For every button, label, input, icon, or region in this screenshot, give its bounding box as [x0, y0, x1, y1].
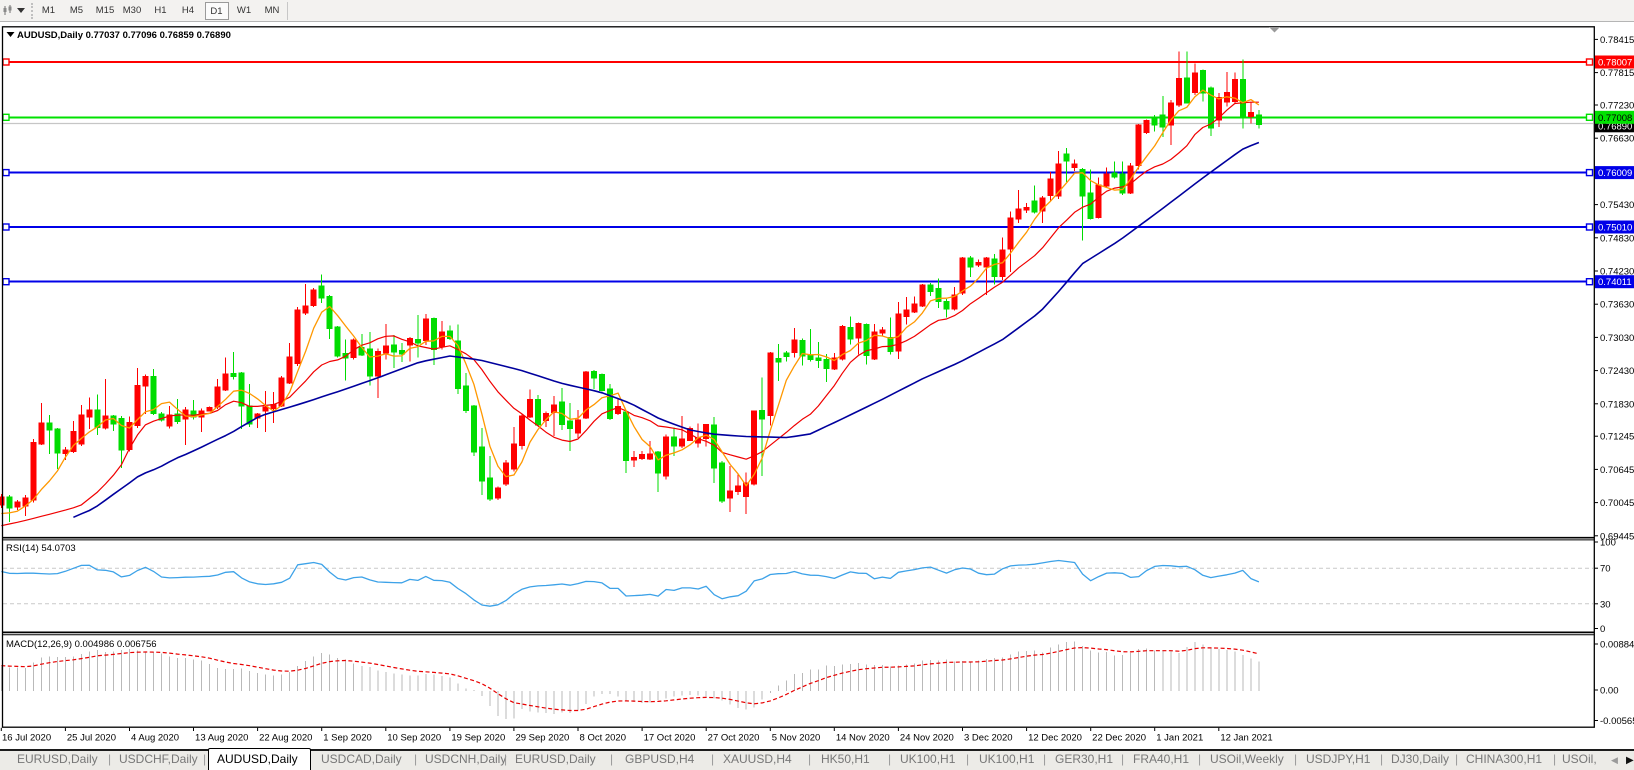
svg-text:0.71245: 0.71245 [1600, 432, 1634, 443]
svg-text:0.77008: 0.77008 [1598, 113, 1632, 124]
svg-text:5 Nov 2020: 5 Nov 2020 [772, 732, 821, 743]
svg-text:0.00884: 0.00884 [1600, 640, 1634, 651]
svg-text:10 Sep 2020: 10 Sep 2020 [387, 732, 441, 743]
svg-text:0: 0 [1600, 624, 1605, 635]
svg-text:0.77230: 0.77230 [1600, 101, 1634, 112]
svg-text:13 Aug 2020: 13 Aug 2020 [195, 732, 248, 743]
svg-text:0.77815: 0.77815 [1600, 68, 1634, 79]
svg-text:4 Aug 2020: 4 Aug 2020 [131, 732, 179, 743]
svg-text:22 Aug 2020: 22 Aug 2020 [259, 732, 312, 743]
svg-text:0.74830: 0.74830 [1600, 233, 1634, 244]
svg-text:1 Sep 2020: 1 Sep 2020 [323, 732, 372, 743]
svg-text:12 Dec 2020: 12 Dec 2020 [1028, 732, 1082, 743]
svg-text:0.73630: 0.73630 [1600, 300, 1634, 311]
svg-text:3 Dec 2020: 3 Dec 2020 [964, 732, 1013, 743]
svg-text:0.76890: 0.76890 [1598, 121, 1632, 132]
svg-text:14 Nov 2020: 14 Nov 2020 [836, 732, 890, 743]
svg-text:AUDUSD,Daily 0.77037 0.77096: AUDUSD,Daily 0.77037 0.77096 0.76859 0.7… [17, 30, 231, 41]
svg-text:0.78007: 0.78007 [1598, 58, 1632, 69]
svg-text:22 Dec 2020: 22 Dec 2020 [1092, 732, 1146, 743]
svg-text:24 Nov 2020: 24 Nov 2020 [900, 732, 954, 743]
svg-text:29 Sep 2020: 29 Sep 2020 [515, 732, 569, 743]
svg-text:17 Oct 2020: 17 Oct 2020 [644, 732, 696, 743]
svg-text:70: 70 [1600, 564, 1611, 575]
svg-text:0.72430: 0.72430 [1600, 366, 1634, 377]
svg-text:0.71830: 0.71830 [1600, 399, 1634, 410]
svg-text:0.75010: 0.75010 [1598, 223, 1632, 234]
svg-text:12 Jan 2021: 12 Jan 2021 [1220, 732, 1272, 743]
svg-text:0.69445: 0.69445 [1600, 531, 1634, 542]
svg-text:RSI(14) 54.0703: RSI(14) 54.0703 [6, 543, 76, 554]
svg-text:0.76009: 0.76009 [1598, 168, 1632, 179]
svg-text:30: 30 [1600, 599, 1611, 610]
svg-text:27 Oct 2020: 27 Oct 2020 [708, 732, 760, 743]
svg-text:19 Sep 2020: 19 Sep 2020 [451, 732, 505, 743]
svg-text:0.76630: 0.76630 [1600, 134, 1634, 145]
svg-text:1 Jan 2021: 1 Jan 2021 [1156, 732, 1203, 743]
svg-text:0.70645: 0.70645 [1600, 465, 1634, 476]
svg-text:25 Jul 2020: 25 Jul 2020 [67, 732, 116, 743]
svg-text:0.73030: 0.73030 [1600, 333, 1634, 344]
svg-text:0.00: 0.00 [1600, 686, 1619, 697]
svg-text:0.78415: 0.78415 [1600, 35, 1634, 46]
svg-text:0.70045: 0.70045 [1600, 498, 1634, 509]
svg-text:0.74011: 0.74011 [1598, 277, 1632, 288]
svg-text:100: 100 [1600, 538, 1616, 549]
svg-text:0.75430: 0.75430 [1600, 200, 1634, 211]
svg-text:0.74230: 0.74230 [1600, 267, 1634, 278]
svg-text:16 Jul 2020: 16 Jul 2020 [2, 732, 51, 743]
svg-text:MACD(12,26,9) 0.004986 0.00675: MACD(12,26,9) 0.004986 0.006756 [6, 639, 157, 650]
svg-text:8 Oct 2020: 8 Oct 2020 [580, 732, 626, 743]
svg-text:-0.00565: -0.00565 [1600, 716, 1634, 727]
